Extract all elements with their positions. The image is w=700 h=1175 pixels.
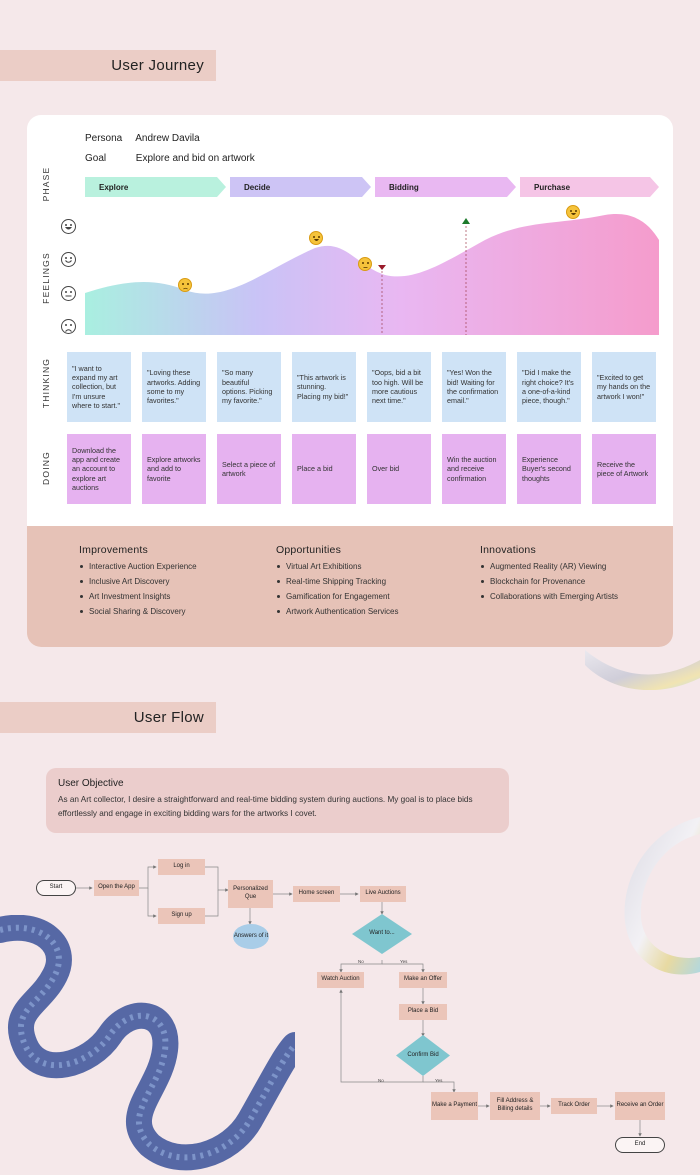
improvements-title: Improvements: [79, 544, 148, 556]
grimace-emoji-icon: [358, 257, 372, 271]
happy-emoji-icon: [309, 231, 323, 245]
flow-open-app: Open the App: [94, 880, 139, 896]
flow-receive-order: Receive an Order: [615, 1092, 665, 1120]
persona-label: Persona: [85, 133, 123, 144]
doing-box-7: Experience Buyer's second thoughts: [517, 434, 581, 504]
innovations-title: Innovations: [480, 544, 536, 556]
goal-value: Explore and bid on artwork: [135, 153, 255, 164]
flow-label-no-1: No: [358, 959, 364, 964]
opportunity-item: Gamification for Engagement: [276, 592, 399, 601]
thinking-box-8: "Excited to get my hands on the artwork …: [592, 352, 656, 422]
doing-box-5: Over bid: [367, 434, 431, 504]
phase-decide: Decide: [230, 177, 371, 197]
glass-loop-decoration: [624, 817, 700, 975]
flow-end: End: [615, 1137, 665, 1153]
doing-box-3: Select a piece of artwork: [217, 434, 281, 504]
grinning-emoji-icon: [566, 205, 580, 219]
row-label-thinking: THINKING: [41, 357, 51, 409]
thinking-box-7: "Did I make the right choice? It's a one…: [517, 352, 581, 422]
flow-track-order: Track Order: [551, 1098, 597, 1114]
thinking-box-3: "So many beautiful options. Picking my f…: [217, 352, 281, 422]
flow-personalized-que: Personalized Que: [228, 880, 273, 908]
doing-box-1: Download the app and create an account t…: [67, 434, 131, 504]
doing-box-8: Receive the piece of Artwork: [592, 434, 656, 504]
innovation-item: Collaborations with Emerging Artists: [480, 592, 618, 601]
thinking-box-4: "This artwork is stunning. Placing my bi…: [292, 352, 356, 422]
row-label-doing: DOING: [41, 451, 51, 485]
persona-row: Persona Andrew Davila: [85, 133, 200, 144]
opportunity-item: Real-time Shipping Tracking: [276, 577, 399, 586]
doing-box-4: Place a bid: [292, 434, 356, 504]
opportunities-column: Opportunities Virtual Art Exhibitions Re…: [276, 544, 399, 622]
doing-box-6: Win the auction and receive confirmation: [442, 434, 506, 504]
innovations-column: Innovations Augmented Reality (AR) Viewi…: [480, 544, 618, 607]
flow-place-bid: Place a Bid: [399, 1004, 447, 1020]
flow-live-auctions: Live Auctions: [360, 886, 406, 902]
improvement-item: Social Sharing & Discovery: [79, 607, 197, 616]
thinking-box-6: "Yes! Won the bid! Waiting for the confi…: [442, 352, 506, 422]
glass-ribbon-decoration: [585, 650, 700, 690]
flow-fill-address: Fill Address & Billing details: [490, 1092, 540, 1120]
row-label-feelings: FEELINGS: [41, 252, 51, 304]
section-title-user-flow: User Flow: [0, 702, 216, 733]
improvement-item: Interactive Auction Experience: [79, 562, 197, 571]
flow-login: Log in: [158, 859, 205, 875]
thinking-box-1: "I want to expand my art collection, but…: [67, 352, 131, 422]
objective-text: As an Art collector, I desire a straight…: [58, 795, 473, 818]
neutral-face-icon: [61, 286, 76, 301]
flow-label-yes-2: Yes: [435, 1078, 443, 1083]
objective-title: User Objective: [58, 778, 124, 789]
innovation-item: Augmented Reality (AR) Viewing: [480, 562, 618, 571]
doing-box-2: Explore artworks and add to favorite: [142, 434, 206, 504]
innovation-item: Blockchain for Provenance: [480, 577, 618, 586]
persona-value: Andrew Davila: [135, 133, 200, 144]
flow-start: Start: [36, 880, 76, 896]
phase-purchase: Purchase: [520, 177, 659, 197]
phase-explore: Explore: [85, 177, 226, 197]
user-objective-card: User Objective As an Art collector, I de…: [46, 768, 509, 833]
very-happy-face-icon: [61, 219, 76, 234]
goal-row: Goal Explore and bid on artwork: [85, 153, 255, 164]
flow-home-screen: Home screen: [293, 886, 340, 902]
flow-connectors: [76, 865, 642, 1137]
ioi-panel: Improvements Interactive Auction Experie…: [27, 526, 673, 647]
flow-answers: Answers of it: [233, 924, 269, 949]
sad-face-icon: [61, 319, 76, 334]
flow-watch-auction: Watch Auction: [317, 972, 364, 988]
happy-face-icon: [61, 252, 76, 267]
improvement-item: Art Investment Insights: [79, 592, 197, 601]
flow-label-no-2: No: [378, 1078, 384, 1083]
opportunities-title: Opportunities: [276, 544, 342, 556]
improvement-item: Inclusive Art Discovery: [79, 577, 197, 586]
flow-label-yes-1: Yes: [400, 959, 408, 964]
section-title-user-journey: User Journey: [0, 50, 216, 81]
blue-paint-swirl-decoration: [0, 915, 295, 1171]
thinking-box-5: "Oops, bid a bit too high. Will be more …: [367, 352, 431, 422]
feelings-curve: [85, 214, 659, 335]
worried-emoji-icon: [178, 278, 192, 292]
phase-bidding: Bidding: [375, 177, 516, 197]
opportunity-item: Virtual Art Exhibitions: [276, 562, 399, 571]
goal-label: Goal: [85, 153, 107, 164]
opportunity-item: Artwork Authentication Services: [276, 607, 399, 616]
flow-make-offer: Make an Offer: [399, 972, 447, 988]
flow-make-payment: Make a Payment: [431, 1092, 478, 1120]
flow-signup: Sign up: [158, 908, 205, 924]
row-label-phase: PHASE: [41, 166, 51, 202]
improvements-column: Improvements Interactive Auction Experie…: [79, 544, 197, 622]
thinking-box-2: "Loving these artworks. Adding some to m…: [142, 352, 206, 422]
